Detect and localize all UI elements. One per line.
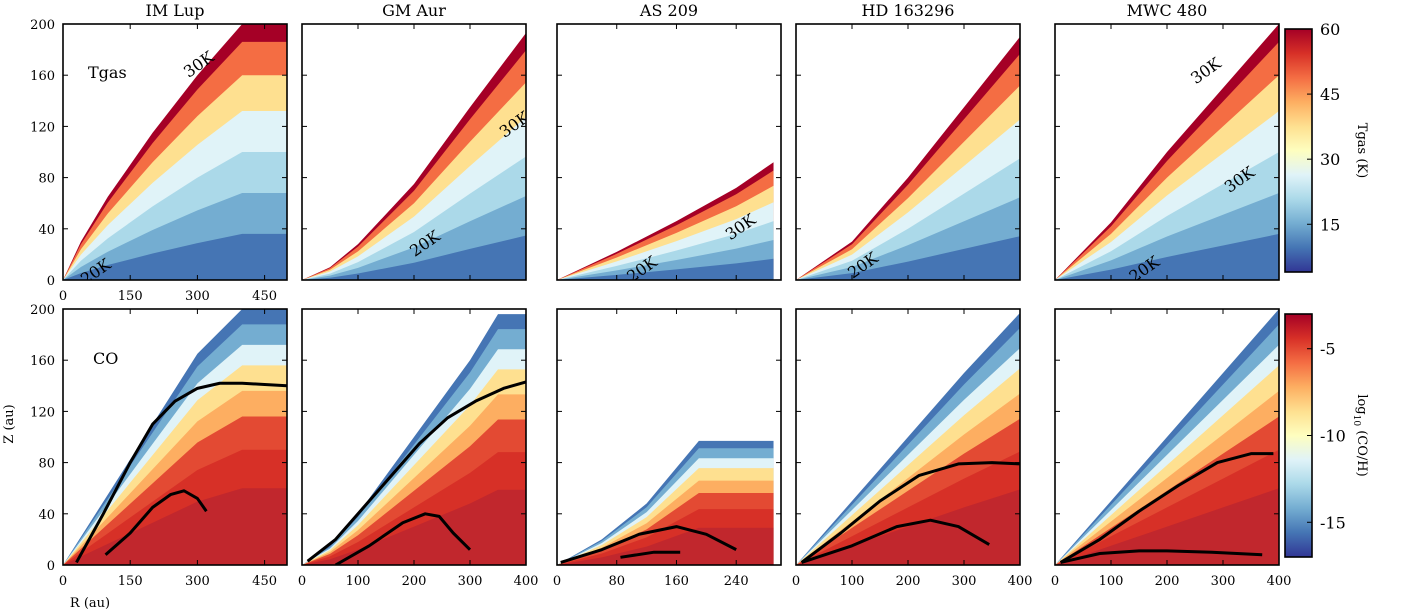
x-tick-label: 300 [185,289,210,304]
disk-band [557,258,774,280]
co-contour-line-2 [104,489,208,556]
panel-co-4: 0 100 200 300 400 [792,308,1033,589]
x-tick-label: 160 [664,574,689,589]
disk-band [557,527,774,565]
x-tick-label: 80 [608,574,625,589]
y-tick-label: 80 [38,457,55,472]
colorbar-label: Tgas (K) [1354,123,1369,178]
x-tick-label: 240 [724,574,749,589]
co-contour-line-1 [306,380,526,563]
y-tick-label: 160 [30,69,55,84]
y-axis-label: Z (au) [2,404,17,443]
x-tick-label: 0 [59,574,67,589]
panel-co-3: 0 80 160 240 [553,308,782,589]
x-tick-label: 300 [1211,574,1236,589]
y-tick-label: 0 [47,559,55,574]
panel-frame [62,308,288,566]
row-label-co: CO [93,349,118,368]
disk-band [63,488,287,565]
y-tick-label: 40 [38,508,55,523]
x-tick-label: 450 [252,574,277,589]
disk-band [1055,488,1279,565]
panel-title: HD 163296 [862,1,955,20]
colorbar-co: -5 -10 -15 log10 (CO/H) [1284,313,1369,558]
panel-frame [556,23,782,281]
y-tick-label: 40 [38,223,55,238]
x-tick-label: 0 [298,574,306,589]
co-contour-line-1 [800,461,1020,564]
colorbar-tgas: 60 45 30 15 Tgas (K) [1284,20,1369,273]
x-tick-label: 400 [1267,574,1292,589]
x-tick-label: 150 [118,289,143,304]
x-tick-label: 0 [553,574,561,589]
y-tick-label: 120 [30,120,55,135]
panel-co-1: 0 150 300 450 0 40 80 120 160 200 [30,303,288,589]
disk-band [1055,233,1279,280]
disk-band [302,235,526,280]
y-tick-label: 200 [30,303,55,318]
disk-band [796,236,1020,280]
co-contour-line-2 [620,550,681,559]
x-tick-label: 300 [185,574,210,589]
y-tick-label: 160 [30,354,55,369]
x-tick-label: 100 [840,574,865,589]
panel-title: IM Lup [146,1,205,20]
colorbar-label: log10 (CO/H) [1351,394,1369,476]
colorbar-tick-label: 45 [1320,85,1340,104]
y-tick-label: 0 [47,274,55,289]
colorbar-gradient [1284,28,1313,273]
disk-band [63,233,287,280]
colorbar-tick-label: 15 [1320,215,1340,234]
x-tick-label: 0 [59,289,67,304]
colorbar-tick-label: 60 [1320,20,1340,39]
panel-title: GM Aur [382,1,446,20]
panel-title: AS 209 [639,1,698,20]
x-tick-label: 400 [1008,574,1033,589]
co-contour-line-2 [334,512,472,565]
y-tick-label: 80 [38,172,55,187]
panel-co-5: 0 100 200 300 400 [1051,308,1292,589]
x-tick-label: 400 [514,574,539,589]
co-contour-line-2 [1060,549,1263,564]
x-tick-label: 100 [346,574,371,589]
x-tick-label: 0 [1051,574,1059,589]
panel-co-2: 0 100 200 300 400 [298,308,539,589]
colorbar-tick-label: -5 [1320,340,1336,359]
x-tick-label: 0 [792,574,800,589]
x-tick-label: 150 [118,574,143,589]
y-tick-label: 120 [30,405,55,420]
x-tick-label: 200 [402,574,427,589]
contour-label: 30K [1187,53,1225,88]
x-axis-label: R (au) [70,596,110,611]
co-contour-line-2 [801,518,990,564]
colorbar-tick-label: 30 [1320,150,1340,169]
x-tick-label: 200 [896,574,921,589]
x-tick-label: 450 [252,289,277,304]
disk-band [302,489,526,565]
x-tick-label: 300 [952,574,977,589]
panel-frame [556,308,782,566]
colorbar-tick-label: -10 [1320,427,1346,446]
co-contour-line-1 [75,381,287,564]
colorbar-tick-label: -15 [1320,513,1346,532]
x-tick-label: 200 [1155,574,1180,589]
colorbars: 60 45 30 15 Tgas (K) -5 -10 -15 log10 (CO/H) [1284,20,1369,558]
y-tick-label: 200 [30,18,55,33]
panel-frame [62,23,288,281]
co-contour-line-1 [560,525,737,564]
x-tick-label: 300 [458,574,483,589]
x-tick-label: 100 [1099,574,1124,589]
panel-title: MWC 480 [1127,1,1208,20]
co-contour-line-1 [1059,452,1274,564]
row-label-tgas: Tgas [88,63,127,82]
figure-labels: Z (au) R (au) Tgas CO [2,63,127,611]
